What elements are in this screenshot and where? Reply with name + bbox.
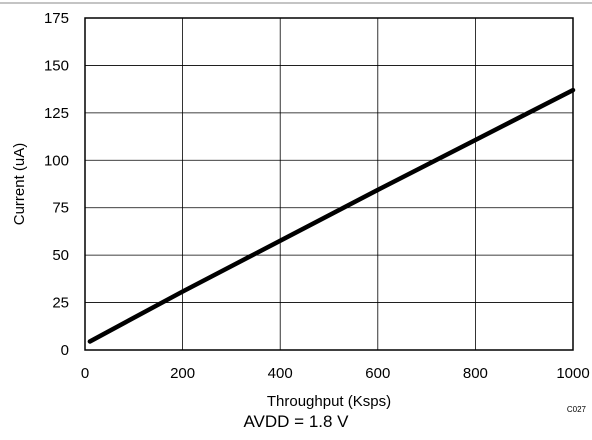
x-axis-label: Throughput (Ksps) <box>267 393 391 410</box>
series <box>87 87 576 344</box>
x-tick-label: 800 <box>463 365 488 382</box>
chart-caption: AVDD = 1.8 V <box>243 412 349 431</box>
series-line <box>87 87 576 344</box>
ticks: 0 200 400 600 800 1000 0 25 50 75 100 125 150 175 <box>44 10 590 382</box>
x-tick-label: 1000 <box>556 365 589 382</box>
x-tick-label: 200 <box>170 365 195 382</box>
y-tick-label: 175 <box>44 10 69 27</box>
figure-code: C027 <box>567 405 587 414</box>
x-tick-label: 600 <box>365 365 390 382</box>
y-tick-label: 150 <box>44 57 69 74</box>
y-tick-label: 125 <box>44 105 69 122</box>
x-tick-label: 0 <box>81 365 89 382</box>
y-tick-label: 75 <box>52 200 69 217</box>
x-tick-label: 400 <box>268 365 293 382</box>
grid <box>85 18 573 350</box>
y-tick-label: 0 <box>61 342 69 359</box>
y-tick-label: 50 <box>52 247 69 264</box>
y-tick-label: 25 <box>52 295 69 312</box>
plot-frame <box>84 17 574 351</box>
y-axis-label: Current (uA) <box>11 143 28 226</box>
y-tick-label: 100 <box>44 152 69 169</box>
